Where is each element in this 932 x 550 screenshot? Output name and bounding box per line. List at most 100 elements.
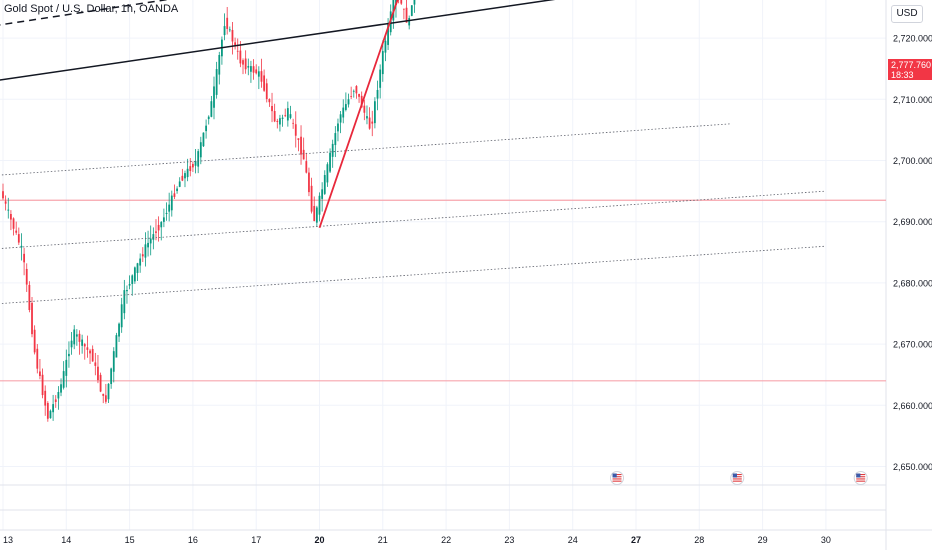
candle-body — [236, 50, 239, 52]
candle-body — [310, 185, 313, 212]
bar-countdown: 18:33 — [891, 70, 914, 80]
price-tick-label: 2,670.000 — [893, 340, 932, 350]
candle-body — [118, 323, 120, 337]
candle-body — [231, 29, 234, 42]
us-flag-stripe — [856, 478, 866, 480]
candle-body — [162, 217, 165, 222]
time-tick-label: 15 — [125, 535, 135, 545]
candle-body — [329, 152, 331, 172]
candle-body — [49, 410, 52, 419]
candle-body — [302, 149, 305, 160]
current-price-value: 2,777.760 — [891, 60, 932, 70]
candle-body — [355, 86, 358, 94]
candle-body — [244, 58, 247, 70]
candle-body — [384, 40, 387, 53]
candle-body — [373, 101, 376, 124]
time-axis[interactable]: 13 14 15 16 17 20 21 22 23 24 27 28 29 30 — [3, 535, 831, 545]
candle-body — [94, 362, 97, 366]
candle-body — [147, 242, 149, 248]
candle-body — [181, 175, 184, 181]
trend-line-solid — [0, 0, 556, 81]
candle-body — [83, 344, 86, 347]
candle-body — [366, 116, 368, 119]
candle-body — [371, 121, 374, 124]
candle-body — [410, 5, 413, 16]
candle-body — [65, 359, 68, 376]
candle-body — [104, 395, 107, 402]
candle-body — [99, 374, 102, 392]
candle-body — [160, 222, 163, 228]
time-tick-label: 24 — [568, 535, 578, 545]
price-tick-label: 2,680.000 — [893, 278, 932, 288]
candle-body — [189, 166, 192, 172]
candlesticks — [2, 0, 416, 422]
trend-lines — [0, 0, 826, 305]
candle-body — [360, 95, 363, 108]
currency-button[interactable]: USD — [891, 5, 923, 23]
price-tick-label: 2,690.000 — [893, 217, 932, 227]
candle-body — [28, 284, 31, 311]
candle-body — [23, 253, 25, 263]
candle-body — [239, 50, 242, 64]
candle-body — [149, 238, 152, 244]
us-flag-stripe — [732, 478, 742, 480]
candle-body — [15, 230, 18, 233]
us-flag-stripe — [732, 476, 742, 478]
us-flag-icon — [730, 471, 745, 485]
candle-body — [112, 351, 115, 372]
candle-body — [268, 99, 271, 103]
candle-body — [152, 234, 155, 240]
candle-body — [33, 329, 36, 353]
us-flag-stripe — [856, 480, 866, 482]
candle-body — [89, 350, 91, 354]
candle-body — [170, 195, 173, 211]
candle-body — [126, 290, 128, 292]
candle-body — [363, 105, 366, 113]
candle-body — [31, 302, 33, 335]
candle-body — [242, 60, 244, 65]
us-flag-stripe — [612, 480, 622, 482]
candle-body — [44, 390, 47, 406]
time-tick-label: 14 — [61, 535, 71, 545]
candle-body — [97, 366, 99, 381]
candle-body — [400, 0, 403, 4]
candle-body — [73, 329, 76, 345]
candle-body — [157, 224, 160, 231]
candle-body — [228, 29, 231, 31]
candle-body — [165, 212, 168, 214]
candle-body — [250, 66, 252, 72]
price-tick-label: 2,720.000 — [893, 34, 932, 44]
candle-body — [202, 132, 205, 147]
candle-body — [17, 234, 20, 243]
candle-body — [168, 204, 171, 212]
us-flag-stripe — [856, 474, 866, 476]
candle-body — [276, 120, 279, 122]
candle-body — [323, 175, 326, 194]
candle-body — [368, 117, 371, 129]
candle-body — [315, 207, 318, 223]
candle-body — [115, 335, 118, 358]
candle-body — [128, 284, 131, 286]
candle-body — [68, 353, 70, 357]
us-flag-canton — [856, 473, 861, 478]
candle-body — [54, 399, 57, 402]
trend-line-dashed — [0, 0, 170, 26]
candle-body — [192, 163, 194, 168]
candle-body — [78, 333, 81, 342]
candle-body — [133, 267, 136, 282]
candle-body — [289, 114, 292, 118]
candle-body — [36, 348, 39, 369]
candle-body — [294, 124, 297, 136]
us-flag-stripe — [612, 474, 622, 476]
candle-body — [247, 66, 250, 68]
price-axis[interactable]: 2,650.000 2,660.000 2,670.000 2,680.000 2,69… — [893, 0, 932, 472]
candle-body — [205, 125, 207, 132]
candle-body — [136, 263, 139, 273]
candle-body — [39, 371, 41, 376]
event-markers — [610, 471, 868, 485]
candle-body — [120, 304, 123, 328]
candle-body — [403, 8, 405, 10]
candle-body — [337, 123, 339, 132]
candle-body — [350, 96, 353, 97]
